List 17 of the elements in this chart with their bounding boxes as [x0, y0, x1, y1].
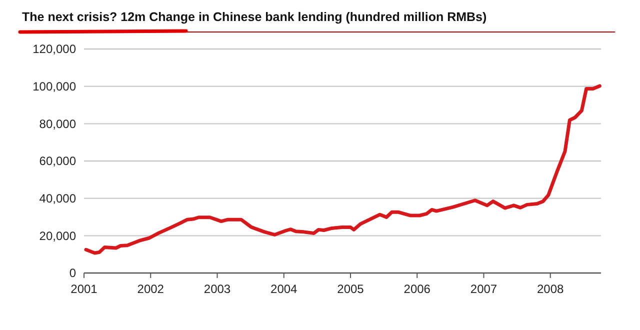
- y-tick-label: 100,000: [32, 80, 76, 94]
- y-tick-label: 0: [69, 266, 76, 280]
- line-series: [84, 84, 602, 255]
- x-tick-label: 2008: [537, 282, 564, 296]
- y-tick-label: 40,000: [39, 192, 76, 206]
- x-tick-label: 2005: [337, 282, 364, 296]
- y-tick-label: 20,000: [39, 228, 76, 243]
- x-tick-label: 2001: [70, 282, 98, 296]
- x-tick-label: 2004: [270, 282, 298, 296]
- y-tick-label: 120,000: [32, 42, 76, 56]
- x-tick-label: 2003: [204, 282, 231, 296]
- x-tick-label: 2007: [470, 282, 498, 296]
- x-tick-label: 2002: [137, 282, 164, 296]
- y-tick-label: 60,000: [39, 154, 76, 168]
- y-tick-label: 80,000: [39, 116, 76, 131]
- x-tick-label: 2006: [404, 282, 431, 296]
- chart-title: The next crisis? 12m Change in Chinese bank lending (hundred million RMBs): [22, 10, 487, 24]
